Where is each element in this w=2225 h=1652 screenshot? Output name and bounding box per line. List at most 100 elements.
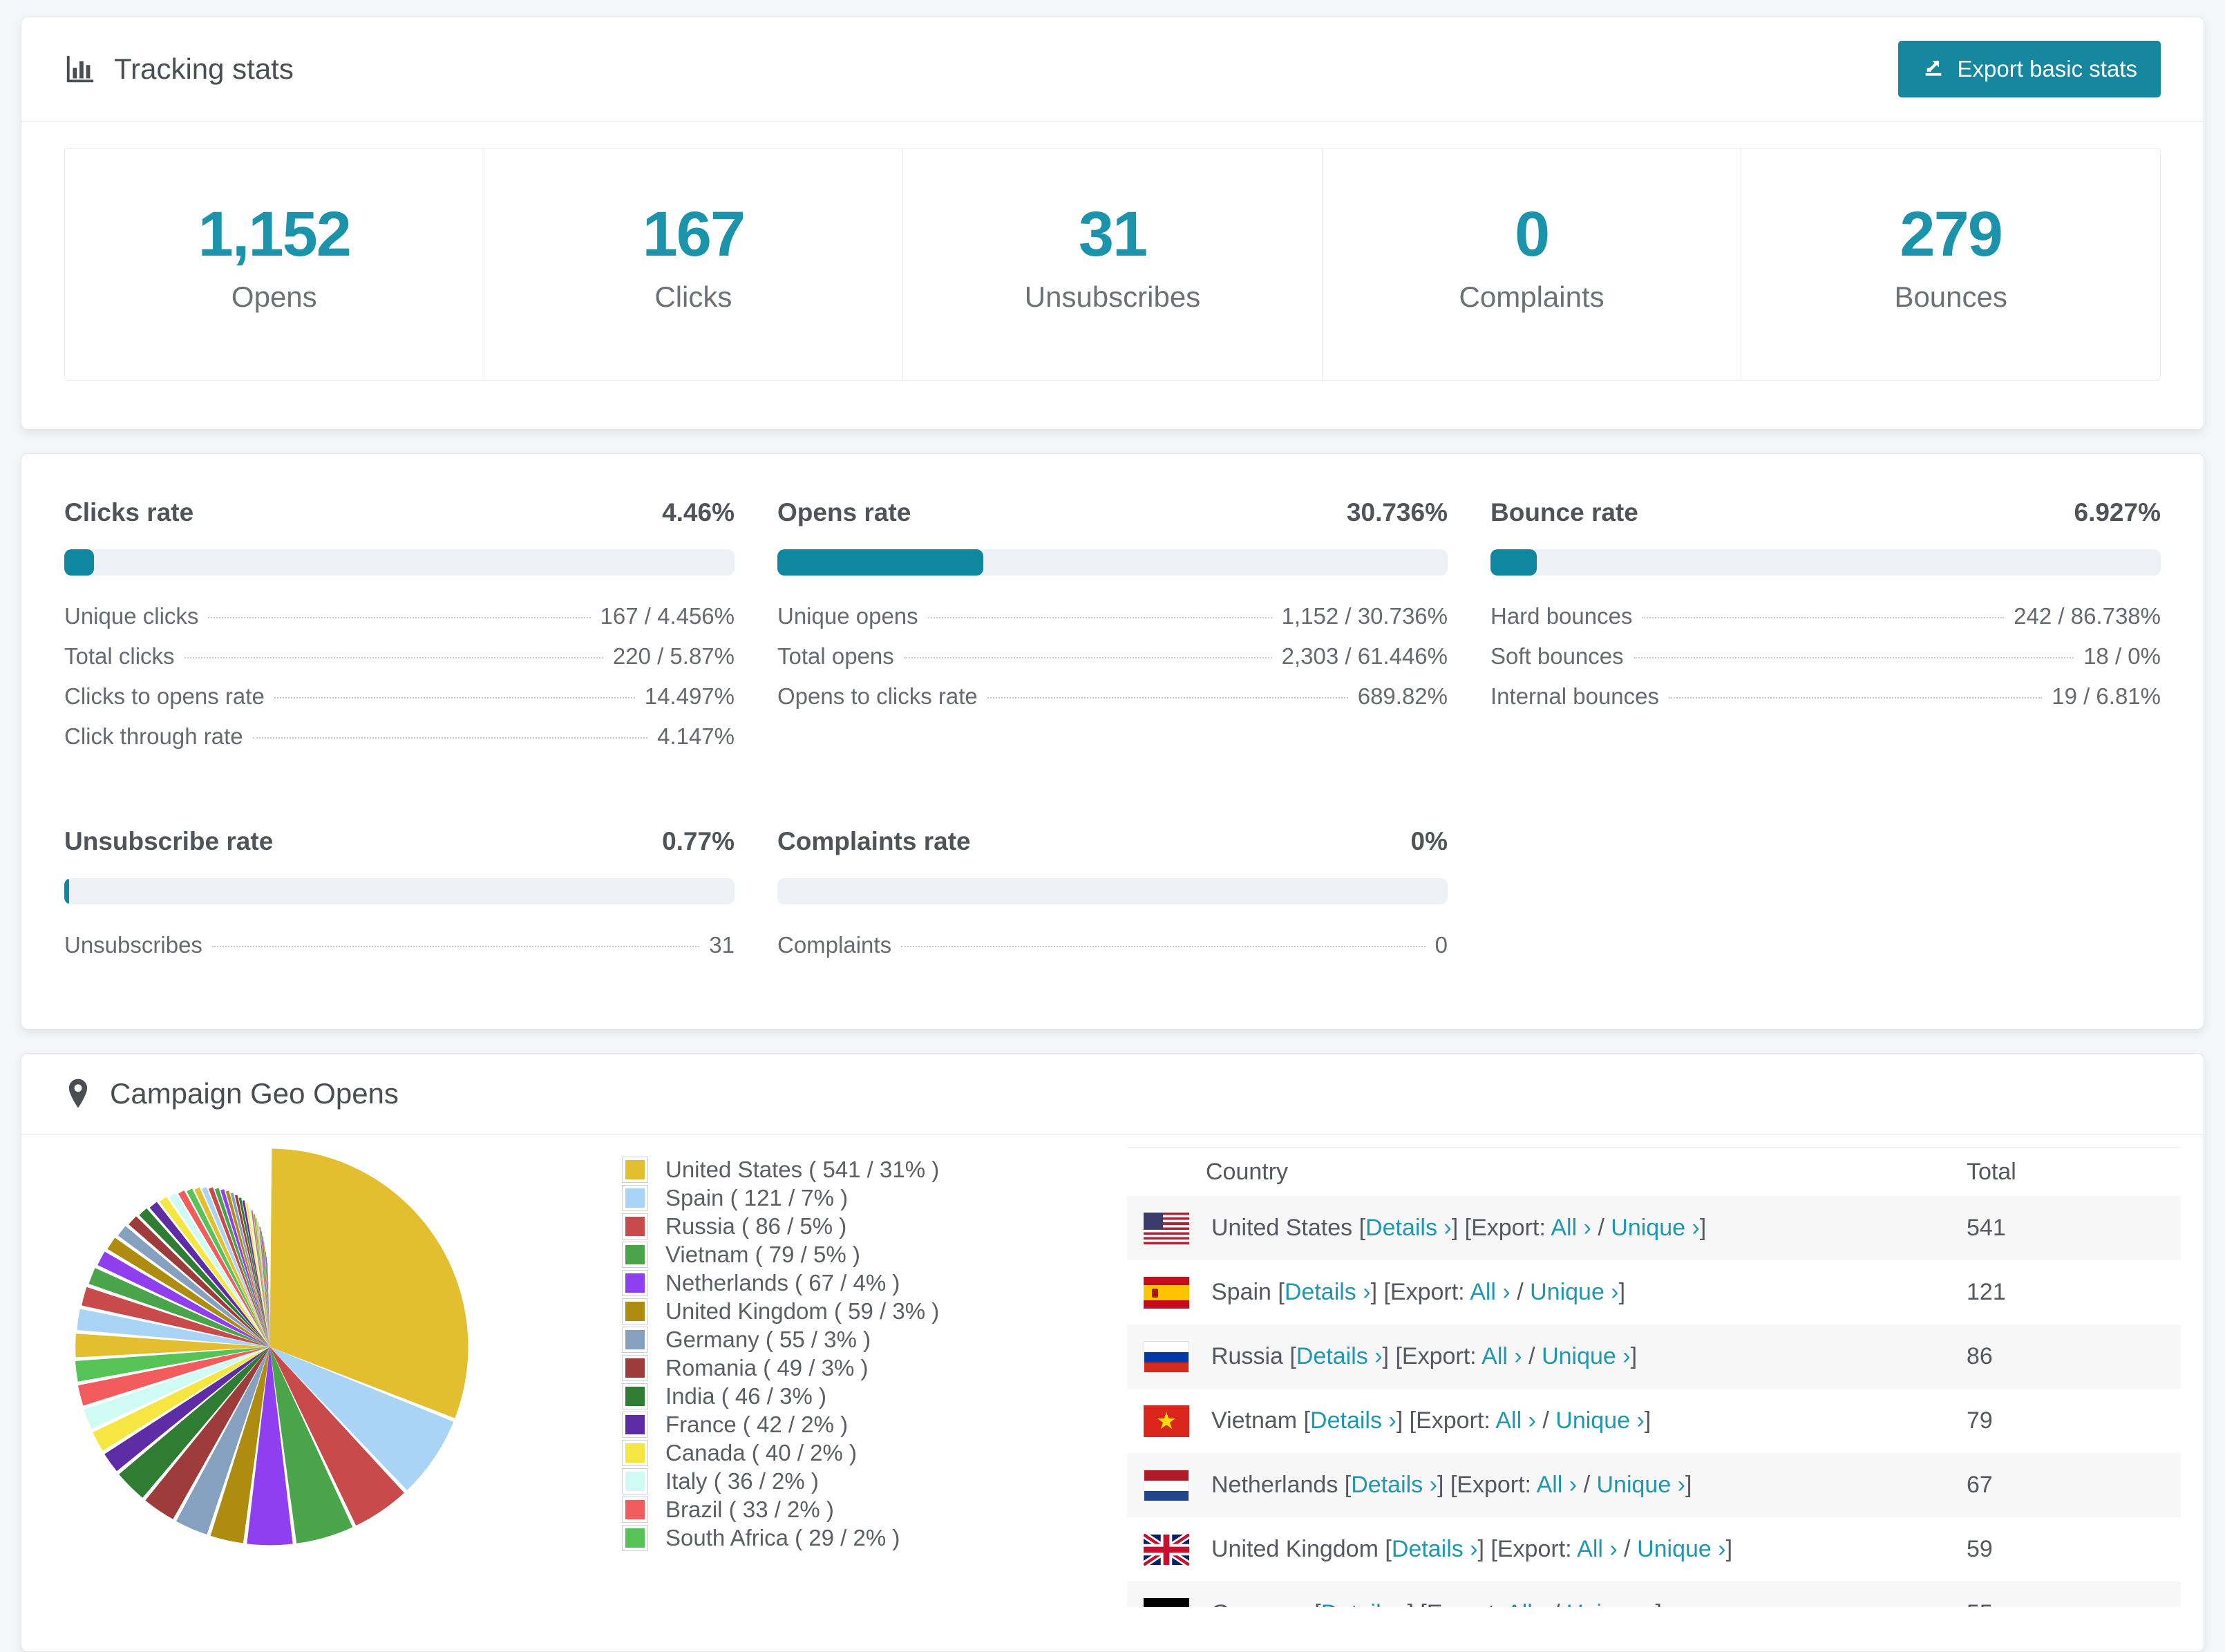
rate-panel: Bounce rate 6.927% Hard bounces — [1490, 498, 2161, 763]
rate-detail-row: Unique opens 1,152 / 30.736% — [777, 603, 1448, 629]
geo-opens-title: Campaign Geo Opens — [64, 1077, 399, 1110]
dotted-leader — [252, 737, 648, 739]
legend-swatch — [622, 1496, 648, 1523]
details-link[interactable]: Details › — [1365, 1215, 1452, 1241]
export-all-link[interactable]: All › — [1495, 1407, 1536, 1434]
export-unique-link[interactable]: Unique › — [1566, 1600, 1656, 1607]
details-link[interactable]: Details › — [1321, 1600, 1408, 1607]
rate-panel: Opens rate 30.736% Unique opens — [777, 498, 1448, 763]
stat-cell-bounces: 279 Bounces — [1741, 149, 2160, 380]
table-body: United States [Details ›] [Export: All ›… — [1127, 1196, 2181, 1607]
rate-panel-title: Bounce rate — [1490, 498, 1638, 526]
dotted-leader — [208, 617, 591, 618]
legend-item: United States ( 541 / 31% ) — [622, 1155, 939, 1184]
rate-detail-row: Total clicks 220 / 5.87% — [64, 643, 735, 669]
dotted-leader — [211, 946, 700, 947]
legend-item: India ( 46 / 3% ) — [622, 1382, 939, 1410]
dotted-leader — [1633, 657, 2074, 658]
rate-detail-row: Opens to clicks rate 689.82% — [777, 683, 1448, 709]
legend-item: Germany ( 55 / 3% ) — [622, 1325, 939, 1354]
rate-detail-row: Unique clicks 167 / 4.456% — [64, 603, 735, 629]
details-link[interactable]: Details › — [1351, 1472, 1437, 1498]
country-name: Netherlands — [1211, 1472, 1338, 1498]
details-link[interactable]: Details › — [1310, 1407, 1396, 1434]
page-title: Tracking stats — [114, 53, 294, 85]
bar-chart-icon — [64, 53, 96, 85]
stat-value: 1,152 — [198, 199, 352, 269]
details-link[interactable]: Details › — [1296, 1343, 1383, 1369]
rates-grid: Clicks rate 4.46% Unique clicks — [21, 454, 2204, 1029]
export-unique-link[interactable]: Unique › — [1542, 1343, 1631, 1369]
rate-panel-title: Opens rate — [777, 498, 911, 526]
country-name: Spain — [1211, 1279, 1271, 1305]
stat-value: 0 — [1514, 199, 1550, 269]
details-link[interactable]: Details › — [1391, 1536, 1478, 1562]
export-all-link[interactable]: All › — [1536, 1472, 1578, 1498]
rate-panel: Unsubscribe rate 0.77% Unsubscribes — [64, 827, 735, 972]
export-unique-link[interactable]: Unique › — [1637, 1536, 1726, 1562]
rate-detail-row: Unsubscribes 31 — [64, 932, 735, 958]
export-unique-link[interactable]: Unique › — [1555, 1407, 1645, 1434]
progress-bar — [64, 878, 735, 904]
legend-swatch — [622, 1326, 648, 1353]
total-cell: 59 — [1967, 1536, 1993, 1562]
legend-swatch — [622, 1213, 648, 1240]
section-title: Campaign Geo Opens — [110, 1077, 399, 1110]
total-cell: 541 — [1967, 1215, 2006, 1241]
stat-cell-complaints: 0 Complaints — [1321, 149, 1741, 380]
dotted-leader — [987, 697, 1348, 699]
stat-cell-clicks: 167 Clicks — [483, 149, 903, 380]
table-row: United States [Details ›] [Export: All ›… — [1127, 1196, 2181, 1260]
country-name: United States — [1211, 1215, 1353, 1241]
stat-cell-opens: 1,152 Opens — [65, 149, 484, 380]
export-unique-link[interactable]: Unique › — [1530, 1279, 1619, 1305]
legend-item: Netherlands ( 67 / 4% ) — [622, 1269, 939, 1297]
export-all-link[interactable]: All › — [1506, 1600, 1547, 1607]
legend-item: Canada ( 40 / 2% ) — [622, 1439, 939, 1467]
tracking-stats-card: Tracking stats Export basic stats 1,152 … — [21, 17, 2204, 430]
legend-swatch — [622, 1269, 648, 1296]
progress-bar — [777, 878, 1448, 904]
rate-detail-row: Clicks to opens rate 14.497% — [64, 683, 735, 709]
country-name: Russia — [1211, 1343, 1283, 1369]
export-all-link[interactable]: All › — [1470, 1279, 1511, 1305]
dotted-leader — [927, 617, 1272, 618]
legend-item: France ( 42 / 2% ) — [622, 1410, 939, 1439]
rate-panel-value: 4.46% — [662, 498, 735, 526]
table-row: Spain [Details ›] [Export: All › / Uniqu… — [1127, 1260, 2181, 1325]
export-basic-stats-button[interactable]: Export basic stats — [1897, 41, 2161, 97]
rate-detail-row: Soft bounces 18 / 0% — [1490, 643, 2161, 669]
export-unique-link[interactable]: Unique › — [1611, 1215, 1700, 1241]
geo-content: United States ( 541 / 31% ) Spain ( 121 … — [21, 1134, 2204, 1651]
stat-label: Complaints — [1459, 281, 1604, 313]
rate-panel-value: 0% — [1410, 827, 1448, 855]
rates-card: Clicks rate 4.46% Unique clicks — [21, 453, 2204, 1029]
rate-panel: Clicks rate 4.46% Unique clicks — [64, 498, 735, 763]
total-cell: 86 — [1967, 1343, 1993, 1369]
vietnam-flag-icon: ★ — [1144, 1405, 1189, 1437]
rate-panel-value: 30.736% — [1346, 498, 1448, 526]
dotted-leader — [901, 946, 1426, 947]
stat-label: Bounces — [1894, 281, 2007, 313]
details-link[interactable]: Details › — [1284, 1279, 1371, 1305]
export-all-link[interactable]: All › — [1577, 1536, 1618, 1562]
legend-swatch — [622, 1298, 648, 1325]
total-cell: 67 — [1967, 1472, 1993, 1498]
stat-label: Unsubscribes — [1024, 281, 1201, 313]
legend-item: Brazil ( 33 / 2% ) — [622, 1495, 939, 1523]
rate-detail-row: Internal bounces 19 / 6.81% — [1490, 683, 2161, 709]
export-icon — [1922, 55, 1945, 84]
legend-swatch — [622, 1383, 648, 1409]
export-all-link[interactable]: All › — [1481, 1343, 1522, 1369]
netherlands-flag-icon — [1144, 1469, 1189, 1501]
geo-opens-card: Campaign Geo Opens United States ( 541 /… — [21, 1053, 2204, 1652]
legend-item: South Africa ( 29 / 2% ) — [622, 1523, 939, 1552]
rate-detail-row: Click through rate 4.147% — [64, 723, 735, 749]
export-all-link[interactable]: All › — [1551, 1215, 1591, 1241]
geo-opens-header: Campaign Geo Opens — [21, 1054, 2204, 1134]
russia-flag-icon — [1144, 1340, 1189, 1373]
legend-swatch — [622, 1468, 648, 1494]
map-pin-icon — [64, 1078, 92, 1110]
legend-item: Romania ( 49 / 3% ) — [622, 1354, 939, 1382]
export-unique-link[interactable]: Unique › — [1596, 1472, 1685, 1498]
